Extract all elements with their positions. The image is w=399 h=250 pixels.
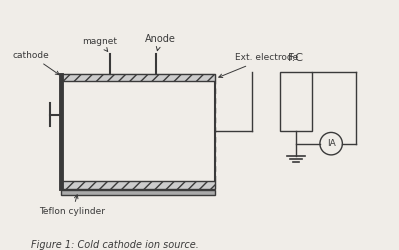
- Text: magnet: magnet: [82, 37, 117, 52]
- Bar: [61, 190, 215, 194]
- Text: IA: IA: [327, 139, 336, 148]
- Bar: [61, 181, 215, 189]
- Text: Ext. electrode: Ext. electrode: [219, 54, 298, 78]
- Circle shape: [320, 132, 342, 155]
- Text: Teflon cylinder: Teflon cylinder: [40, 195, 106, 216]
- Bar: [280, 72, 312, 131]
- Text: cathode: cathode: [12, 50, 59, 75]
- Bar: [61, 74, 215, 82]
- Text: Anode: Anode: [144, 34, 176, 51]
- Text: F.C: F.C: [288, 53, 304, 63]
- Text: Figure 1: Cold cathode ion source.: Figure 1: Cold cathode ion source.: [31, 240, 199, 250]
